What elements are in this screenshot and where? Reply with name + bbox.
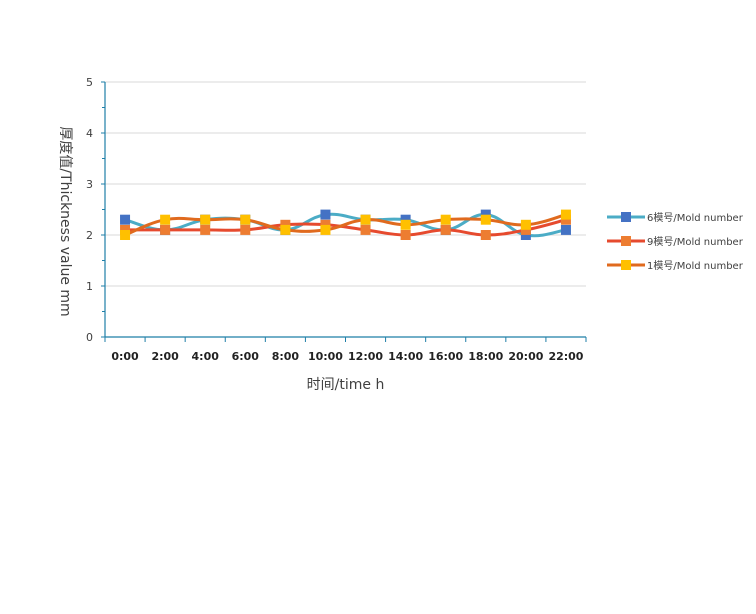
data-point-marker [320, 219, 331, 230]
data-point-marker [320, 224, 331, 235]
x-tick-label: 20:00 [508, 350, 543, 363]
x-tick-label: 12:00 [348, 350, 383, 363]
data-point-marker [560, 224, 571, 235]
y-tick-label: 5 [86, 76, 93, 89]
x-axis-title: 时间/time h [307, 377, 385, 393]
data-point-marker [120, 230, 131, 240]
legend: 6模号/Mold number 9模号/Mold number 1模号/Mold n… [607, 212, 744, 272]
series-lines [120, 209, 571, 240]
data-point-marker [160, 224, 171, 235]
data-point-marker [240, 224, 251, 235]
axes [104, 82, 586, 338]
grid-lines [101, 81, 586, 338]
x-tick-label: 2:00 [151, 350, 179, 363]
x-tick-label: 10:00 [308, 350, 343, 363]
y-tick-label: 0 [86, 331, 93, 344]
legend-marker [621, 236, 631, 246]
data-point-marker [440, 214, 451, 225]
data-point-marker [520, 219, 531, 230]
data-point-marker [480, 209, 491, 220]
data-point-marker [200, 224, 211, 235]
data-point-marker [360, 224, 371, 235]
y-tick-label: 1 [86, 280, 93, 293]
x-tick-label: 0:00 [111, 350, 139, 363]
legend-item: 6模号/Mold number [607, 212, 744, 224]
y-tick-labels: 0 1 2 3 4 5 [86, 76, 93, 344]
data-point-marker [560, 209, 571, 220]
x-tick-label: 6:00 [232, 350, 260, 363]
legend-item: 9模号/Mold number [607, 236, 744, 248]
data-point-marker [200, 214, 211, 225]
data-point-marker [440, 224, 451, 235]
legend-marker [621, 212, 631, 222]
data-point-marker [400, 219, 411, 230]
series-2 [120, 209, 571, 240]
y-tick-label: 3 [86, 178, 93, 191]
data-point-marker [160, 214, 171, 225]
data-point-marker [400, 214, 411, 225]
legend-label: 6模号/Mold number [647, 212, 744, 224]
x-tick-label: 8:00 [272, 350, 300, 363]
data-point-marker [280, 219, 291, 230]
x-tick-label: 4:00 [192, 350, 220, 363]
y-tick-label: 4 [86, 127, 93, 140]
x-tick-labels: 0:00 2:00 4:00 6:00 8:00 10:00 12:00 14:00 16:00… [104, 337, 587, 363]
data-point-marker [240, 214, 251, 225]
y-axis-title: 厚度值/Thickness value mm [57, 126, 73, 316]
data-point-marker [520, 224, 531, 235]
data-point-marker [400, 230, 411, 240]
data-point-marker [120, 224, 131, 235]
data-point-marker [560, 214, 571, 225]
x-tick-label: 18:00 [468, 350, 503, 363]
legend-marker [621, 260, 631, 270]
legend-item: 1模号/Mold number [607, 260, 744, 272]
legend-label: 1模号/Mold number [647, 260, 744, 272]
data-point-marker [360, 214, 371, 225]
y-tick-label: 2 [86, 229, 93, 242]
legend-label: 9模号/Mold number [647, 236, 744, 248]
x-tick-label: 16:00 [428, 350, 463, 363]
series-1 [120, 214, 571, 240]
data-point-marker [320, 209, 331, 220]
data-point-marker [480, 214, 491, 225]
data-point-marker [520, 230, 531, 240]
data-point-marker [120, 214, 131, 225]
data-point-marker [280, 224, 291, 235]
x-tick-label: 14:00 [388, 350, 423, 363]
data-point-marker [480, 230, 491, 240]
x-tick-label: 22:00 [548, 350, 583, 363]
